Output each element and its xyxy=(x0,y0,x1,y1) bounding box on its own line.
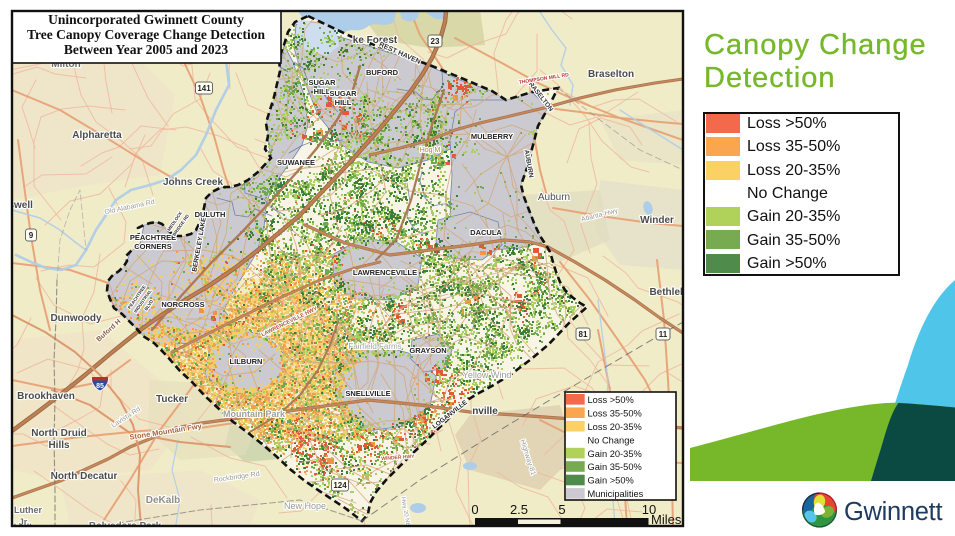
svg-text:Brookhaven: Brookhaven xyxy=(17,391,75,402)
svg-text:Loss 20-35%: Loss 20-35% xyxy=(588,422,642,432)
svg-text:nville: nville xyxy=(472,406,498,417)
svg-text:LAWRENCEVILLE: LAWRENCEVILLE xyxy=(353,268,417,277)
svg-text:Belvedere Park: Belvedere Park xyxy=(89,521,162,532)
svg-text:g. Jr.,: g. Jr., xyxy=(8,517,32,527)
svg-text:81: 81 xyxy=(579,330,588,339)
svg-text:BUFORD: BUFORD xyxy=(366,68,399,77)
svg-text:HILL: HILL xyxy=(335,98,352,107)
svg-text:10: 10 xyxy=(642,502,656,517)
svg-text:ke Forest: ke Forest xyxy=(353,35,398,46)
svg-text:Municipalities: Municipalities xyxy=(588,489,644,499)
svg-text:11: 11 xyxy=(659,330,668,339)
svg-text:Gwinnett: Gwinnett xyxy=(844,498,942,526)
svg-text:85: 85 xyxy=(96,383,104,390)
svg-text:Miles: Miles xyxy=(651,512,682,527)
svg-text:Hills: Hills xyxy=(48,440,70,451)
svg-text:Roswell: Roswell xyxy=(0,200,33,211)
svg-text:SUGAR: SUGAR xyxy=(308,78,336,87)
svg-text:Hog M: Hog M xyxy=(420,147,441,154)
svg-text:Dunwoody: Dunwoody xyxy=(50,313,102,324)
svg-text:Between Year 2005 and 2023: Between Year 2005 and 2023 xyxy=(64,42,228,57)
svg-text:SNELLVILLE: SNELLVILLE xyxy=(345,389,390,398)
svg-text:Mountain Park: Mountain Park xyxy=(223,409,286,419)
svg-text:Fairfield Farms: Fairfield Farms xyxy=(348,342,401,351)
svg-text:Loss 35-50%: Loss 35-50% xyxy=(588,408,642,418)
svg-text:Bethlehem: Bethlehem xyxy=(649,287,685,298)
svg-text:Alpharetta: Alpharetta xyxy=(72,130,122,141)
svg-text:North Druid: North Druid xyxy=(31,428,87,439)
svg-text:CORNERS: CORNERS xyxy=(134,242,172,251)
svg-text:23: 23 xyxy=(431,37,440,46)
svg-text:5: 5 xyxy=(558,502,565,517)
svg-text:Loss >50%: Loss >50% xyxy=(588,395,634,405)
svg-text:LILBURN: LILBURN xyxy=(230,357,263,366)
svg-text:Auburn: Auburn xyxy=(538,192,570,203)
svg-text:Gain 20-35%: Gain 20-35% xyxy=(588,449,642,459)
svg-text:Johns Creek: Johns Creek xyxy=(163,177,223,188)
svg-text:2.5: 2.5 xyxy=(510,502,528,517)
svg-text:Gain >50%: Gain >50% xyxy=(588,476,634,486)
svg-text:Unincorporated Gwinnett County: Unincorporated Gwinnett County xyxy=(48,12,244,27)
svg-text:141: 141 xyxy=(197,84,211,93)
svg-text:9: 9 xyxy=(29,231,34,240)
svg-text:North Decatur: North Decatur xyxy=(51,471,118,482)
svg-text:New Hope: New Hope xyxy=(284,501,326,511)
svg-text:SUWANEE: SUWANEE xyxy=(277,158,315,167)
svg-text:No Change: No Change xyxy=(588,435,635,445)
svg-text:PEACHTREE: PEACHTREE xyxy=(130,233,176,242)
svg-text:Tucker: Tucker xyxy=(156,394,188,405)
svg-text:NORCROSS: NORCROSS xyxy=(161,300,204,309)
svg-text:Tree Canopy Coverage Change De: Tree Canopy Coverage Change Detection xyxy=(27,27,265,42)
svg-text:Braselton: Braselton xyxy=(588,69,634,80)
svg-text:MULBERRY: MULBERRY xyxy=(471,132,513,141)
svg-text:0: 0 xyxy=(471,502,478,517)
svg-text:124: 124 xyxy=(333,481,347,490)
svg-text:WINDER HWY: WINDER HWY xyxy=(381,454,415,462)
svg-text:GRAYSON: GRAYSON xyxy=(409,346,446,355)
svg-text:DeKalb: DeKalb xyxy=(146,495,180,506)
svg-text:HILL: HILL xyxy=(314,87,331,96)
svg-text:DACULA: DACULA xyxy=(470,228,502,237)
svg-text:SUGAR: SUGAR xyxy=(329,89,357,98)
svg-text:Yellow Wind: Yellow Wind xyxy=(463,370,512,380)
svg-text:Winder: Winder xyxy=(640,215,674,226)
svg-text:n Luther: n Luther xyxy=(6,505,42,515)
svg-text:DULUTH: DULUTH xyxy=(195,210,226,219)
svg-text:Gain 35-50%: Gain 35-50% xyxy=(588,462,642,472)
